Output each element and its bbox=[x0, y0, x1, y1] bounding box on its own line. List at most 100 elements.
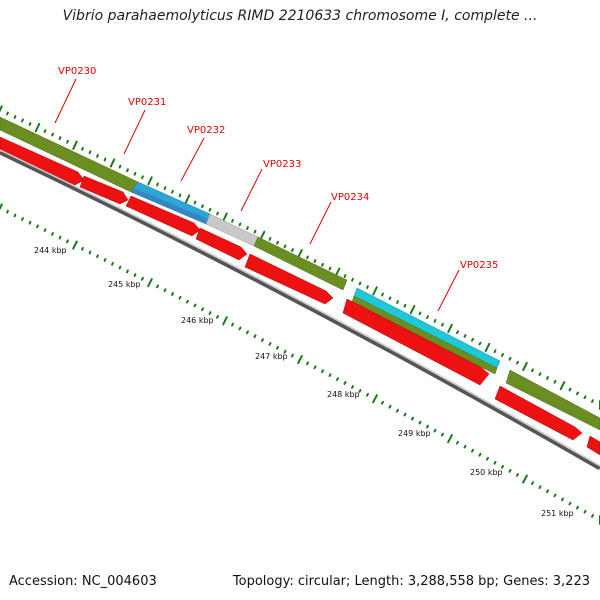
minor-tick bbox=[568, 387, 572, 392]
minor-tick bbox=[283, 244, 287, 249]
cds-track bbox=[0, 136, 600, 456]
minor-tick bbox=[336, 377, 339, 381]
minor-tick bbox=[328, 373, 332, 377]
cds-arrow[interactable] bbox=[586, 435, 600, 456]
gene-label-vp0235[interactable]: VP0235 bbox=[460, 260, 498, 271]
gene-label-vp0233[interactable]: VP0233 bbox=[263, 159, 301, 170]
minor-tick bbox=[193, 200, 197, 205]
scale-label: 251 kbp bbox=[541, 509, 574, 518]
major-tick bbox=[409, 305, 416, 315]
topology-text: Topology: circular; Length: 3,288,558 bp… bbox=[232, 574, 590, 589]
minor-tick bbox=[358, 389, 362, 393]
major-tick bbox=[0, 105, 3, 113]
minor-tick bbox=[313, 365, 317, 370]
minor-tick bbox=[141, 175, 144, 180]
minor-tick bbox=[43, 129, 47, 133]
minor-tick bbox=[403, 412, 407, 417]
minor-tick bbox=[478, 341, 482, 346]
minor-tick bbox=[576, 391, 579, 396]
minor-tick bbox=[583, 509, 587, 514]
minor-tick bbox=[328, 266, 332, 271]
minor-tick bbox=[591, 514, 594, 518]
minor-tick bbox=[591, 399, 594, 403]
inner-scale-ticks bbox=[0, 203, 600, 525]
cds-arrow[interactable] bbox=[342, 298, 490, 386]
minor-tick bbox=[351, 385, 354, 389]
minor-tick bbox=[178, 295, 182, 300]
cds-arrow[interactable] bbox=[0, 136, 85, 186]
leader-line bbox=[437, 269, 460, 312]
minor-tick bbox=[546, 489, 549, 494]
minor-tick bbox=[456, 440, 459, 445]
minor-tick bbox=[313, 259, 317, 263]
minor-tick bbox=[396, 408, 399, 413]
cds-arrow[interactable] bbox=[494, 385, 583, 441]
major-tick bbox=[147, 278, 153, 288]
cds-arrow[interactable] bbox=[195, 227, 248, 261]
minor-tick bbox=[343, 274, 347, 278]
minor-tick bbox=[231, 218, 234, 223]
minor-tick bbox=[126, 168, 129, 173]
gene-block-vp0235[interactable] bbox=[505, 369, 600, 431]
cds-arrow[interactable] bbox=[125, 195, 201, 237]
minor-tick bbox=[118, 265, 122, 270]
minor-tick bbox=[501, 465, 504, 469]
minor-tick bbox=[246, 226, 249, 230]
minor-tick bbox=[163, 186, 167, 190]
minor-tick bbox=[306, 361, 309, 366]
minor-tick bbox=[13, 213, 17, 218]
minor-tick bbox=[216, 315, 219, 319]
major-tick bbox=[447, 323, 453, 333]
minor-tick bbox=[238, 326, 242, 331]
major-tick bbox=[0, 203, 3, 211]
minor-tick bbox=[568, 501, 572, 506]
gene-label-vp0230[interactable]: VP0230 bbox=[58, 66, 96, 77]
major-tick bbox=[522, 474, 528, 484]
leader-line bbox=[180, 137, 205, 182]
minor-tick bbox=[508, 356, 512, 361]
major-tick bbox=[372, 394, 378, 404]
leader-line bbox=[240, 168, 263, 212]
major-tick bbox=[522, 361, 528, 371]
minor-tick bbox=[58, 136, 62, 141]
minor-tick bbox=[538, 372, 542, 376]
minor-tick bbox=[171, 189, 174, 194]
minor-tick bbox=[51, 232, 54, 236]
minor-tick bbox=[156, 284, 159, 289]
gene-label-vp0231[interactable]: VP0231 bbox=[128, 97, 166, 108]
minor-tick bbox=[291, 353, 294, 358]
minor-tick bbox=[553, 379, 557, 384]
minor-tick bbox=[418, 311, 422, 316]
minor-tick bbox=[561, 497, 564, 502]
minor-tick bbox=[441, 432, 444, 437]
major-tick bbox=[109, 158, 116, 168]
scale-label: 244 kbp bbox=[34, 246, 67, 255]
map-title: Vibrio parahaemolyticus RIMD 2210633 chr… bbox=[62, 8, 538, 24]
major-tick bbox=[34, 122, 41, 133]
cds-arrow[interactable] bbox=[79, 175, 129, 205]
leader-line bbox=[309, 201, 332, 245]
cds-arrow[interactable] bbox=[244, 253, 334, 305]
major-tick bbox=[372, 286, 378, 296]
minor-tick bbox=[396, 300, 399, 304]
minor-tick bbox=[388, 404, 392, 409]
minor-tick bbox=[516, 360, 519, 365]
scale-labels: 244 kbp 245 kbp 246 kbp 247 kbp 248 kbp … bbox=[34, 246, 574, 518]
major-tick bbox=[147, 176, 153, 186]
scale-label: 249 kbp bbox=[398, 429, 431, 438]
major-tick bbox=[447, 434, 453, 444]
minor-tick bbox=[111, 261, 114, 266]
minor-tick bbox=[411, 416, 414, 421]
minor-tick bbox=[193, 303, 197, 308]
gene-block-vp0233[interactable] bbox=[253, 236, 348, 291]
minor-tick bbox=[51, 132, 54, 137]
minor-tick bbox=[268, 342, 272, 346]
major-tick bbox=[222, 316, 228, 326]
minor-tick bbox=[43, 228, 47, 232]
minor-tick bbox=[88, 150, 92, 155]
gene-label-vp0234[interactable]: VP0234 bbox=[331, 192, 369, 203]
minor-tick bbox=[418, 420, 422, 425]
gene-label-vp0232[interactable]: VP0232 bbox=[187, 125, 225, 136]
minor-tick bbox=[208, 311, 212, 315]
